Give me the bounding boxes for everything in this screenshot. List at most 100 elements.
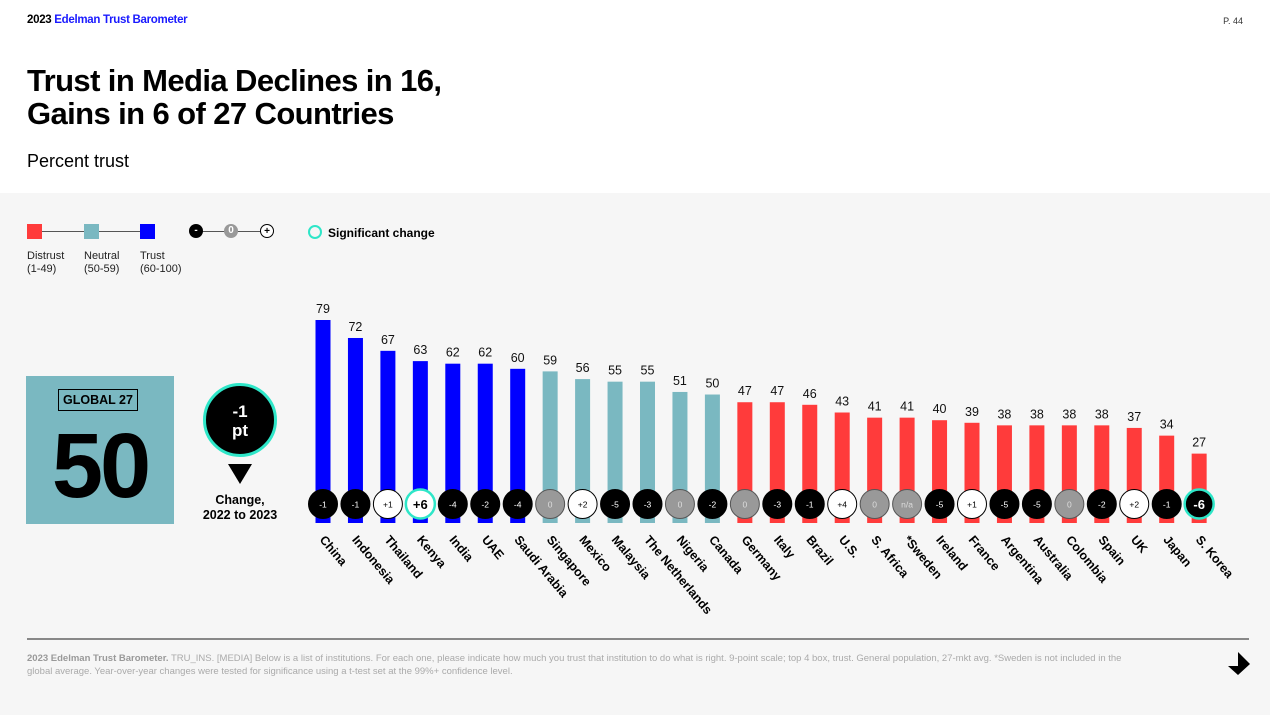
data-label: 67 — [381, 333, 395, 347]
change-label: -5 — [611, 500, 619, 510]
global-change-unit: pt — [231, 421, 249, 440]
change-label: 0 — [548, 500, 553, 510]
bar — [347, 337, 363, 523]
bar — [542, 371, 558, 523]
change-label: n/a — [901, 500, 913, 510]
category-label: India — [447, 533, 477, 565]
bar — [477, 363, 493, 523]
global-average-box: GLOBAL 27 50 — [26, 376, 174, 524]
data-label: 56 — [576, 361, 590, 375]
data-label: 62 — [478, 346, 492, 360]
change-label: 0 — [1067, 500, 1072, 510]
data-label: 41 — [868, 400, 882, 414]
change-label: 0 — [872, 500, 877, 510]
change-marker — [1021, 489, 1052, 519]
neutral-label: Neutral (50-59) — [84, 250, 119, 276]
change-label: +2 — [578, 500, 588, 510]
neutral-range: (50-59) — [84, 263, 120, 275]
data-label: 34 — [1160, 418, 1174, 432]
bar — [315, 320, 331, 523]
title-line-2: Gains in 6 of 27 Countries — [27, 96, 394, 131]
bar — [412, 361, 428, 523]
data-label: 27 — [1192, 436, 1206, 450]
change-marker — [308, 489, 338, 519]
change-label: -1 — [319, 500, 327, 510]
change-marker — [664, 489, 695, 519]
trust-range: (60-100) — [140, 263, 182, 275]
data-label: 37 — [1127, 410, 1141, 424]
trust-swatch — [140, 224, 155, 239]
change-label: -5 — [936, 500, 944, 510]
page-title: Trust in Media Declines in 16, Gains in 6… — [27, 63, 442, 131]
change-label: -5 — [1033, 500, 1041, 510]
significant-change-marker — [404, 488, 437, 520]
change-label: Change, 2022 to 2023 — [190, 493, 290, 523]
change-marker — [372, 489, 403, 519]
distrust-swatch — [27, 224, 42, 239]
title-line-1: Trust in Media Declines in 16, — [27, 63, 442, 98]
trust-label: Trust (60-100) — [140, 250, 182, 276]
category-label: Brazil — [803, 533, 836, 568]
next-page-arrow-icon[interactable] — [1226, 650, 1252, 676]
legend-connector — [42, 231, 85, 232]
change-label: -4 — [449, 500, 457, 510]
footnote: 2023 Edelman Trust Barometer. TRU_INS. [… — [27, 652, 1127, 678]
change-marker — [1119, 489, 1150, 519]
change-marker — [729, 489, 760, 519]
data-label: 72 — [348, 320, 362, 334]
change-marker — [470, 489, 501, 519]
category-label: UK — [1128, 533, 1150, 556]
change-label: +1 — [383, 500, 393, 510]
category-label: Japan — [1160, 533, 1194, 570]
change-marker — [340, 489, 371, 519]
data-label: 60 — [511, 351, 525, 365]
category-label: Spain — [1096, 533, 1129, 568]
change-marker — [989, 489, 1020, 519]
change-label: -3 — [774, 500, 782, 510]
footer-divider — [27, 638, 1249, 640]
distrust-label: Distrust (1-49) — [27, 250, 64, 276]
change-marker — [859, 489, 890, 519]
data-label: 51 — [673, 374, 687, 388]
zero-change-icon: 0 — [224, 224, 238, 238]
brand-logo: 2023 Edelman Trust Barometer — [27, 14, 188, 26]
change-label: +1 — [967, 500, 977, 510]
data-label: 62 — [446, 346, 460, 360]
change-label: -2 — [481, 500, 489, 510]
bar — [607, 381, 623, 523]
negative-change-icon: - — [189, 224, 203, 238]
data-label: 46 — [803, 387, 817, 401]
data-label: 55 — [641, 364, 655, 378]
global-change-value: -1 — [232, 402, 248, 421]
neutral-swatch — [84, 224, 99, 239]
data-label: 41 — [900, 400, 914, 414]
legend-connector — [99, 231, 141, 232]
data-label: 50 — [705, 377, 719, 391]
category-label: S. Korea — [1193, 533, 1237, 582]
trust-name: Trust — [140, 250, 165, 262]
data-label: 63 — [413, 343, 427, 357]
change-marker — [502, 489, 533, 519]
change-marker — [827, 489, 858, 519]
change-marker — [697, 489, 728, 519]
change-marker — [794, 489, 825, 519]
change-label-line-1: Change, — [215, 493, 265, 507]
data-label: 47 — [770, 384, 784, 398]
header-area — [0, 0, 1270, 193]
change-label: +4 — [837, 500, 847, 510]
bar — [575, 379, 591, 523]
change-label: 0 — [678, 500, 683, 510]
data-label: 38 — [1062, 407, 1076, 421]
data-label: 55 — [608, 364, 622, 378]
chart-subtitle: Percent trust — [27, 151, 130, 171]
global-value: 50 — [51, 415, 151, 517]
global-tag: GLOBAL 27 — [58, 389, 138, 411]
change-marker — [957, 489, 987, 519]
neutral-name: Neutral — [84, 250, 120, 262]
change-label: -5 — [1001, 500, 1009, 510]
significant-change-icon — [308, 225, 322, 239]
change-marker — [1151, 489, 1182, 519]
change-label: -2 — [1098, 500, 1106, 510]
category-label: UAE — [479, 533, 507, 562]
distrust-name: Distrust — [27, 250, 65, 262]
